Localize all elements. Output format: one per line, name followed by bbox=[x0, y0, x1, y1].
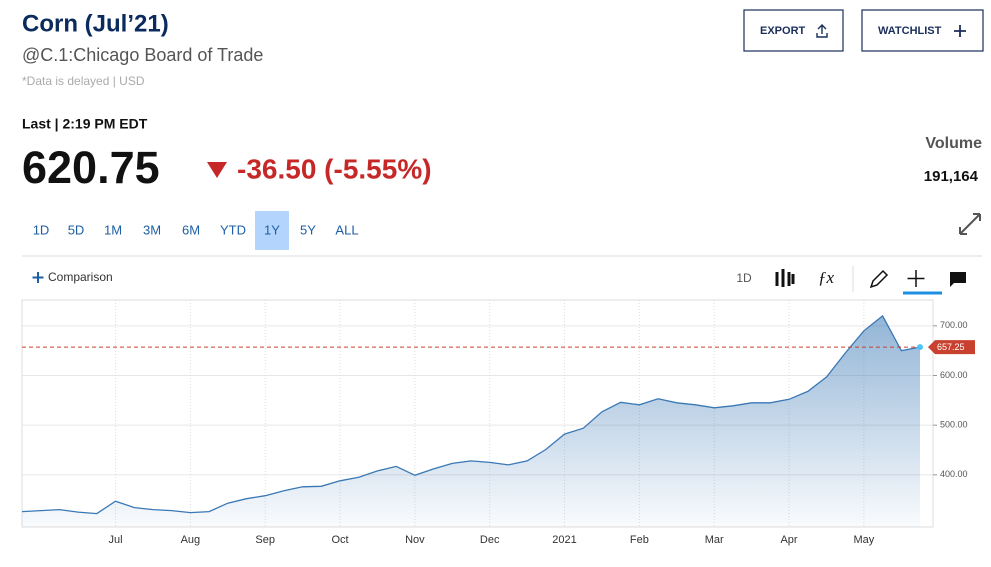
comment-icon[interactable] bbox=[950, 272, 966, 287]
range-button[interactable]: 1M bbox=[104, 222, 122, 237]
x-tick-label: Aug bbox=[181, 534, 201, 546]
interval[interactable]: 1D bbox=[736, 271, 752, 285]
export-button[interactable]: EXPORT bbox=[743, 9, 844, 52]
y-tick-label: 600.00 bbox=[940, 370, 968, 380]
delay-note: *Data is delayed | USD bbox=[22, 74, 145, 88]
comparison[interactable]: Comparison bbox=[48, 270, 113, 284]
x-tick-label: Feb bbox=[630, 534, 649, 546]
x-tick-label: Mar bbox=[705, 534, 724, 546]
y-tick-label: 700.00 bbox=[940, 320, 968, 330]
crosshair-icon[interactable] bbox=[907, 270, 925, 287]
y-tick-label: 400.00 bbox=[940, 469, 968, 479]
change: -36.50 (-5.55%) bbox=[237, 153, 432, 184]
x-tick-label: Sep bbox=[255, 534, 275, 546]
range-button[interactable]: YTD bbox=[220, 222, 246, 237]
down-arrow bbox=[207, 162, 227, 178]
watchlist-button[interactable]: WATCHLIST bbox=[861, 9, 984, 52]
range-button[interactable]: 1D bbox=[33, 222, 50, 237]
button-frame bbox=[743, 9, 844, 52]
x-tick-label: Nov bbox=[405, 534, 425, 546]
volume: 191,164 bbox=[924, 168, 979, 185]
export-icon bbox=[816, 24, 828, 38]
button-label: WATCHLIST bbox=[878, 25, 942, 37]
x-tick-label: Jul bbox=[109, 534, 123, 546]
x-tick-label: Apr bbox=[780, 534, 797, 546]
x-tick-label: Oct bbox=[331, 534, 348, 546]
x-tick-label: 2021 bbox=[552, 534, 576, 546]
range-button[interactable]: 5D bbox=[68, 222, 85, 237]
chart: 400.00 500.00 600.00 700.00 Jul Aug Sep Oct Nov D… bbox=[21, 299, 975, 546]
range-button[interactable]: 6M bbox=[182, 222, 200, 237]
button-label: EXPORT bbox=[760, 25, 806, 37]
fx-icon[interactable]: ƒx bbox=[818, 268, 835, 287]
x-tick-label: Dec bbox=[480, 534, 500, 546]
y-tick-label: 500.00 bbox=[940, 420, 968, 430]
volume-label: Volume bbox=[925, 135, 982, 152]
range-button[interactable]: 3M bbox=[143, 222, 161, 237]
candle-icon[interactable] bbox=[775, 269, 795, 287]
price-line bbox=[21, 314, 921, 515]
price: 620.75 bbox=[22, 142, 160, 193]
last-point bbox=[917, 344, 923, 351]
reference-tag bbox=[928, 340, 975, 355]
pencil-icon[interactable] bbox=[869, 269, 889, 289]
range-highlight bbox=[255, 211, 289, 250]
plus-icon bbox=[954, 25, 966, 37]
reference-label: 657.25 bbox=[937, 342, 965, 352]
title: Corn (Jul’21) bbox=[22, 10, 169, 37]
x-tick-label: May bbox=[853, 534, 874, 546]
expand-icon[interactable] bbox=[959, 213, 981, 235]
range-button[interactable]: 1Y bbox=[264, 222, 280, 237]
exchange: @C.1:Chicago Board of Trade bbox=[22, 45, 263, 65]
range-button[interactable]: ALL bbox=[335, 222, 358, 237]
range-selector: 1D 5D 1M 3M 6M YTD 1Y 5Y ALL bbox=[33, 222, 359, 237]
plus-icon[interactable] bbox=[32, 272, 44, 283]
last-time: Last | 2:19 PM EDT bbox=[22, 116, 148, 132]
area bbox=[22, 315, 920, 527]
range-button[interactable]: 5Y bbox=[300, 222, 316, 237]
